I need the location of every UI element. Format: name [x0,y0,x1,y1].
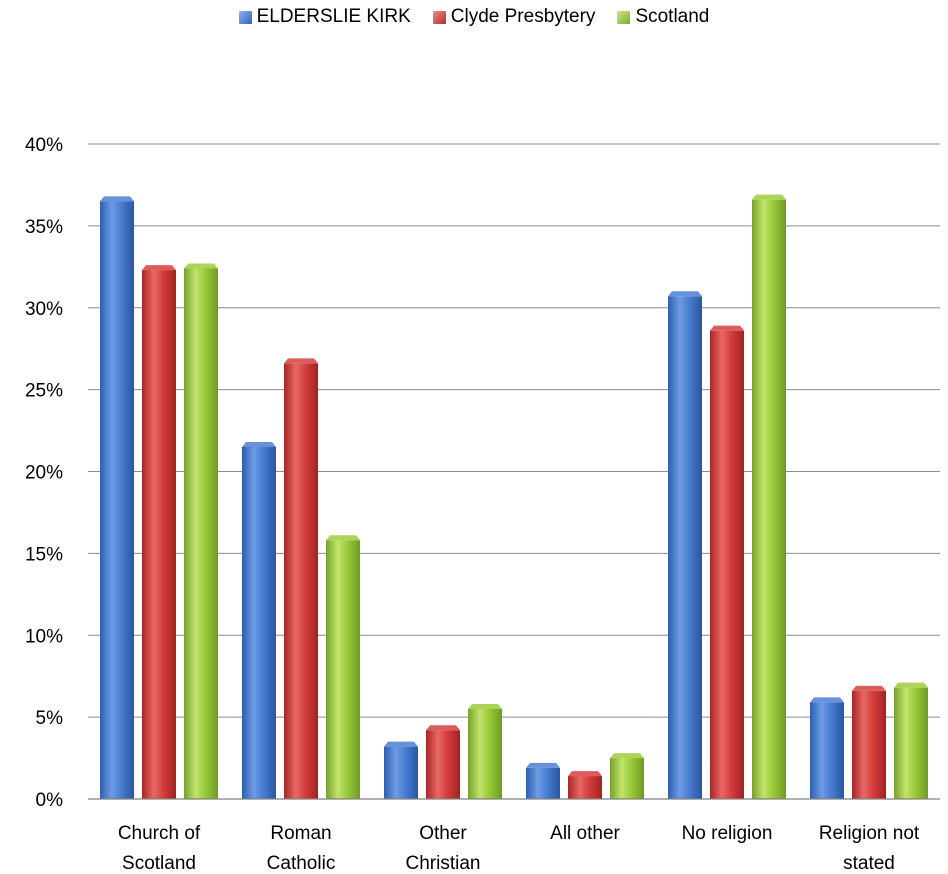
bar-body [568,776,602,799]
bar-body [752,199,786,800]
bar-body [142,270,176,799]
legend-item-scotland: Scotland [617,6,709,28]
legend-label-scotland: Scotland [635,6,710,27]
bar-scotland [184,263,218,799]
bar-cap [710,325,744,331]
bar-cap [668,291,702,297]
bar-body [894,687,928,799]
y-tick-label: 5% [36,708,64,729]
bar-clyde-presbytery [284,358,318,799]
x-category-label: Other Christian [406,823,481,874]
y-tick-label: 15% [25,544,63,565]
bar-scotland [610,753,644,799]
bar-cap [894,682,928,688]
bar-cap [184,263,218,269]
bar-cap [852,685,886,691]
bar-elderslie-kirk [242,441,276,799]
legend-item-clyde-presbytery: Clyde Presbytery [432,6,596,28]
bar-cap [100,196,134,202]
bar-cap [752,194,786,200]
legend: ELDERSLIE KIRK Clyde Presbytery Scotland [0,6,948,28]
bar-cap [242,441,276,447]
bar-cap [142,265,176,271]
bar-body [184,268,218,799]
bar-cap [426,725,460,731]
legend-label-elderslie-kirk: ELDERSLIE KIRK [256,6,411,27]
bar-cap [326,535,360,541]
y-axis-ticks: 0% 5% 10% 15% 20% 25% 30% 35% 40% [25,135,63,811]
bar-body [242,446,276,799]
legend-swatch-elderslie-kirk [238,10,252,24]
bar-scotland [326,535,360,799]
bar-body [284,363,318,799]
bar-body [810,702,844,799]
y-tick-label: 35% [25,217,63,238]
bar-body [526,767,560,799]
bar-cap [468,703,502,709]
bar-cap [526,762,560,768]
y-tick-label: 0% [36,790,64,811]
bar-elderslie-kirk [100,196,134,799]
bar-body [384,746,418,799]
bar-elderslie-kirk [384,741,418,799]
bar-clyde-presbytery [568,771,602,799]
bar-body [326,540,360,799]
bar-clyde-presbytery [852,685,886,799]
bar-clyde-presbytery [426,725,460,799]
bar-body [610,758,644,799]
y-tick-label: 10% [25,626,63,647]
y-tick-label: 30% [25,299,63,320]
bar-scotland [894,682,928,799]
legend-swatch-scotland [617,10,631,24]
bar-cap [284,358,318,364]
bar-cap [610,753,644,759]
legend-item-elderslie-kirk: ELDERSLIE KIRK [238,6,411,28]
bar-elderslie-kirk [810,697,844,799]
x-category-label: Religion not stated [819,823,920,874]
bar-cap [810,697,844,703]
bar-cap [384,741,418,747]
y-tick-label: 40% [25,135,63,156]
y-tick-label: 25% [25,381,63,402]
bar-elderslie-kirk [526,762,560,799]
bar-body [710,330,744,799]
x-category-label: All other [550,823,620,844]
bar-body [852,690,886,799]
bar-body [668,296,702,799]
bar-elderslie-kirk [668,291,702,799]
x-axis-categories: Church of Scotland Roman Catholic Other Chris… [118,823,920,874]
bars [88,194,940,800]
legend-label-clyde-presbytery: Clyde Presbytery [450,6,596,27]
bar-cap [568,771,602,777]
legend-swatch-clyde-presbytery [432,10,446,24]
x-category-label: No religion [682,823,773,844]
bar-clyde-presbytery [710,325,744,799]
x-category-label: Church of Scotland [118,823,201,874]
bar-scotland [752,194,786,800]
x-category-label: Roman Catholic [267,823,336,874]
bar-scotland [468,703,502,799]
y-tick-label: 20% [25,463,63,484]
bar-body [468,708,502,799]
bar-clyde-presbytery [142,265,176,799]
bar-body [426,730,460,799]
bar-body [100,201,134,799]
